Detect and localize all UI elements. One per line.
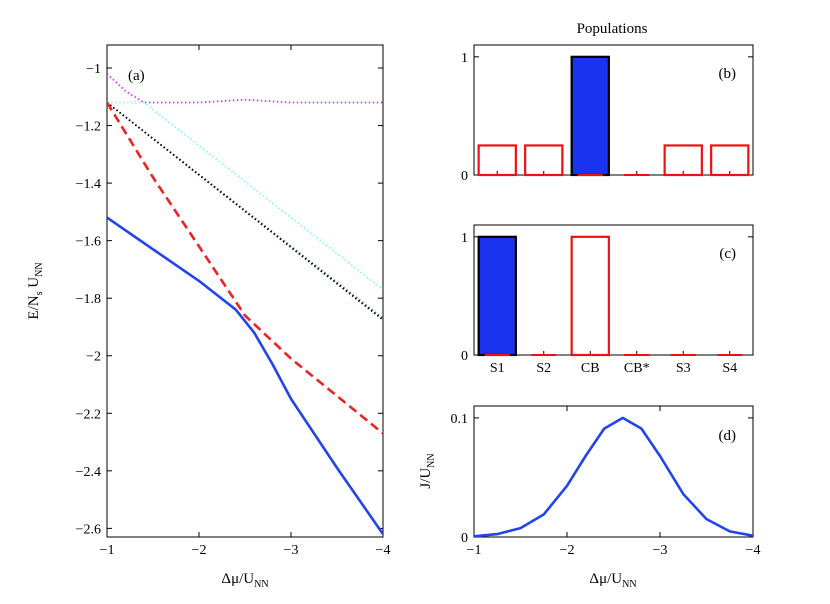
bar-b-open-S4 [710, 144, 750, 177]
x-tick-label-d: −1 [467, 543, 482, 558]
bar-c-open-CB [570, 235, 610, 357]
y-tick-label-c: 0 [461, 349, 468, 364]
y-tick-label-d: 0 [461, 531, 468, 546]
x-axis-label-d-sub: NN [622, 579, 636, 590]
panel-b-populations: 0 1 (b) [461, 44, 754, 184]
bar-b-filled-CB [570, 55, 610, 177]
y-tick-label-a: −1.8 [76, 292, 101, 307]
y-tick-label-b: 0 [461, 169, 468, 184]
axes-frame-d [473, 405, 754, 538]
panel-label-d: (d) [719, 428, 737, 444]
y-tick-label-a: −2 [86, 350, 101, 365]
y-tick-label-a: −2.2 [76, 407, 101, 422]
series-a-magenta-dotted [107, 73, 383, 104]
bar-b-open-S2 [524, 144, 564, 177]
y-tick-label-b: 1 [461, 51, 468, 66]
x-tick-label-a: −3 [284, 543, 299, 558]
figure-title: Populations [577, 21, 648, 37]
x-tick-label-d: −3 [653, 543, 668, 558]
bar-b-open-S1 [477, 144, 517, 177]
y-axis-label-d-sub: NN [426, 453, 437, 467]
y-axis-label-a-part: U [26, 277, 42, 292]
x-axis-label-d: Δμ/UNN [589, 571, 636, 590]
y-tick-label-d: 0.1 [451, 412, 469, 427]
panel-c-populations: 0 1 S1 S2 CB CB* S3 S4 (c) [461, 224, 754, 376]
y-tick-label-a: −1 [86, 62, 101, 77]
x-axis-label-d-main: Δμ/U [589, 571, 622, 587]
bar-b-open-S3 [663, 144, 703, 177]
x-tick-label-a: −4 [376, 543, 391, 558]
category-label-c: S2 [536, 361, 551, 376]
axes-frame-b [473, 44, 754, 176]
series-group-a [107, 73, 383, 535]
y-axis-label-a-sub: s [34, 291, 45, 295]
y-axis-label-d: J/UNN [418, 453, 437, 488]
category-label-c: S1 [490, 361, 505, 376]
panel-label-a: (a) [128, 68, 145, 84]
y-axis-label-a-part: E/N [26, 295, 42, 319]
series-group-d [474, 416, 753, 537]
y-tick-label-a: −2.4 [76, 465, 101, 480]
axes-frame-a [106, 44, 384, 538]
panel-label-c: (c) [719, 246, 736, 262]
panel-label-b: (b) [719, 66, 737, 82]
y-axis-label-a-sub: NN [34, 262, 45, 276]
category-label-c: S3 [676, 361, 691, 376]
panel-a-energy: −1 −2 −3 −4 −1 −1.2 −1.4 −1.6 −1.8 −2 −2.2 −2.4 −2.6… [26, 44, 391, 590]
category-label-c: CB [581, 361, 600, 376]
y-tick-label-a: −1.6 [76, 235, 101, 250]
x-axis-label-a-main: Δμ/U [221, 571, 254, 587]
x-tick-label-d: −4 [746, 543, 761, 558]
category-label-c: CB* [624, 361, 650, 376]
axes-frame-c [473, 224, 754, 356]
series-a-cyan-dotted [107, 101, 383, 291]
bar-c-filled-S1 [477, 235, 517, 357]
series-a-blue-solid [107, 216, 383, 535]
y-axis-label-d-main: J/U [418, 468, 434, 489]
y-axis-label-a: E/Ns UNN [26, 262, 45, 319]
series-a-black-dotted [107, 101, 383, 321]
y-tick-label-a: −1.2 [76, 120, 101, 135]
x-axis-label-a: Δμ/UNN [221, 571, 268, 590]
category-label-c: S4 [722, 361, 737, 376]
series-d-current [474, 416, 753, 537]
x-axis-label-a-sub: NN [254, 579, 268, 590]
y-tick-label-a: −1.4 [76, 177, 101, 192]
x-tick-label-a: −2 [192, 543, 207, 558]
y-tick-label-a: −2.6 [76, 522, 101, 537]
x-tick-label-d: −2 [560, 543, 575, 558]
x-tick-label-a: −1 [100, 543, 115, 558]
y-tick-label-c: 1 [461, 231, 468, 246]
series-a-red-dashed [107, 101, 383, 435]
